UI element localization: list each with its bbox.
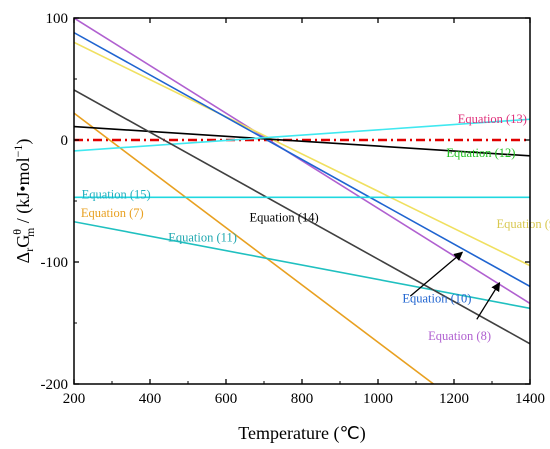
annotation-arrow-1 — [409, 251, 464, 297]
series-label-4: Equation (10) — [402, 291, 471, 305]
series-label-6: Equation (12) — [446, 146, 515, 160]
x-tick-label: 1000 — [363, 391, 393, 407]
series-label-2: Equation (8) — [428, 329, 491, 343]
series-line-5 — [74, 220, 530, 310]
arrow-layer — [409, 251, 501, 320]
x-tick-label: 800 — [291, 391, 314, 407]
x-tick-label: 1400 — [515, 391, 545, 407]
series-layer — [74, 18, 530, 384]
series-line-4 — [74, 31, 530, 288]
y-tick-label: 100 — [46, 11, 69, 27]
y-tick-label: -100 — [41, 255, 69, 271]
x-tick-label: 1200 — [439, 391, 469, 407]
y-tick-label: -200 — [41, 377, 69, 393]
series-label-9: Equation (15) — [82, 188, 151, 202]
series-label-5: Equation (11) — [168, 230, 237, 244]
series-label-7: Equation (13) — [458, 112, 527, 126]
series-label-8: Equation (14) — [250, 211, 319, 225]
y-tick-label: 0 — [61, 133, 69, 149]
series-line-3 — [74, 41, 530, 267]
series-line-8 — [74, 89, 530, 345]
x-tick-label: 600 — [215, 391, 238, 407]
y-axis-title: ΔrGθm / (kJ•mol−1) — [10, 139, 37, 264]
x-tick-label: 400 — [139, 391, 162, 407]
x-tick-label: 200 — [63, 391, 86, 407]
series-label-3: Equation (9) — [497, 217, 550, 231]
series-line-1 — [74, 112, 434, 384]
x-axis-title: Temperature (℃) — [238, 423, 365, 444]
annotation-arrow-2 — [476, 281, 501, 320]
series-label-layer: Equation (7) Equation (8) Equation (9) Equa… — [81, 112, 550, 343]
series-line-2 — [74, 18, 530, 305]
series-line-7 — [74, 118, 530, 152]
series-label-1: Equation (7) — [81, 206, 144, 220]
